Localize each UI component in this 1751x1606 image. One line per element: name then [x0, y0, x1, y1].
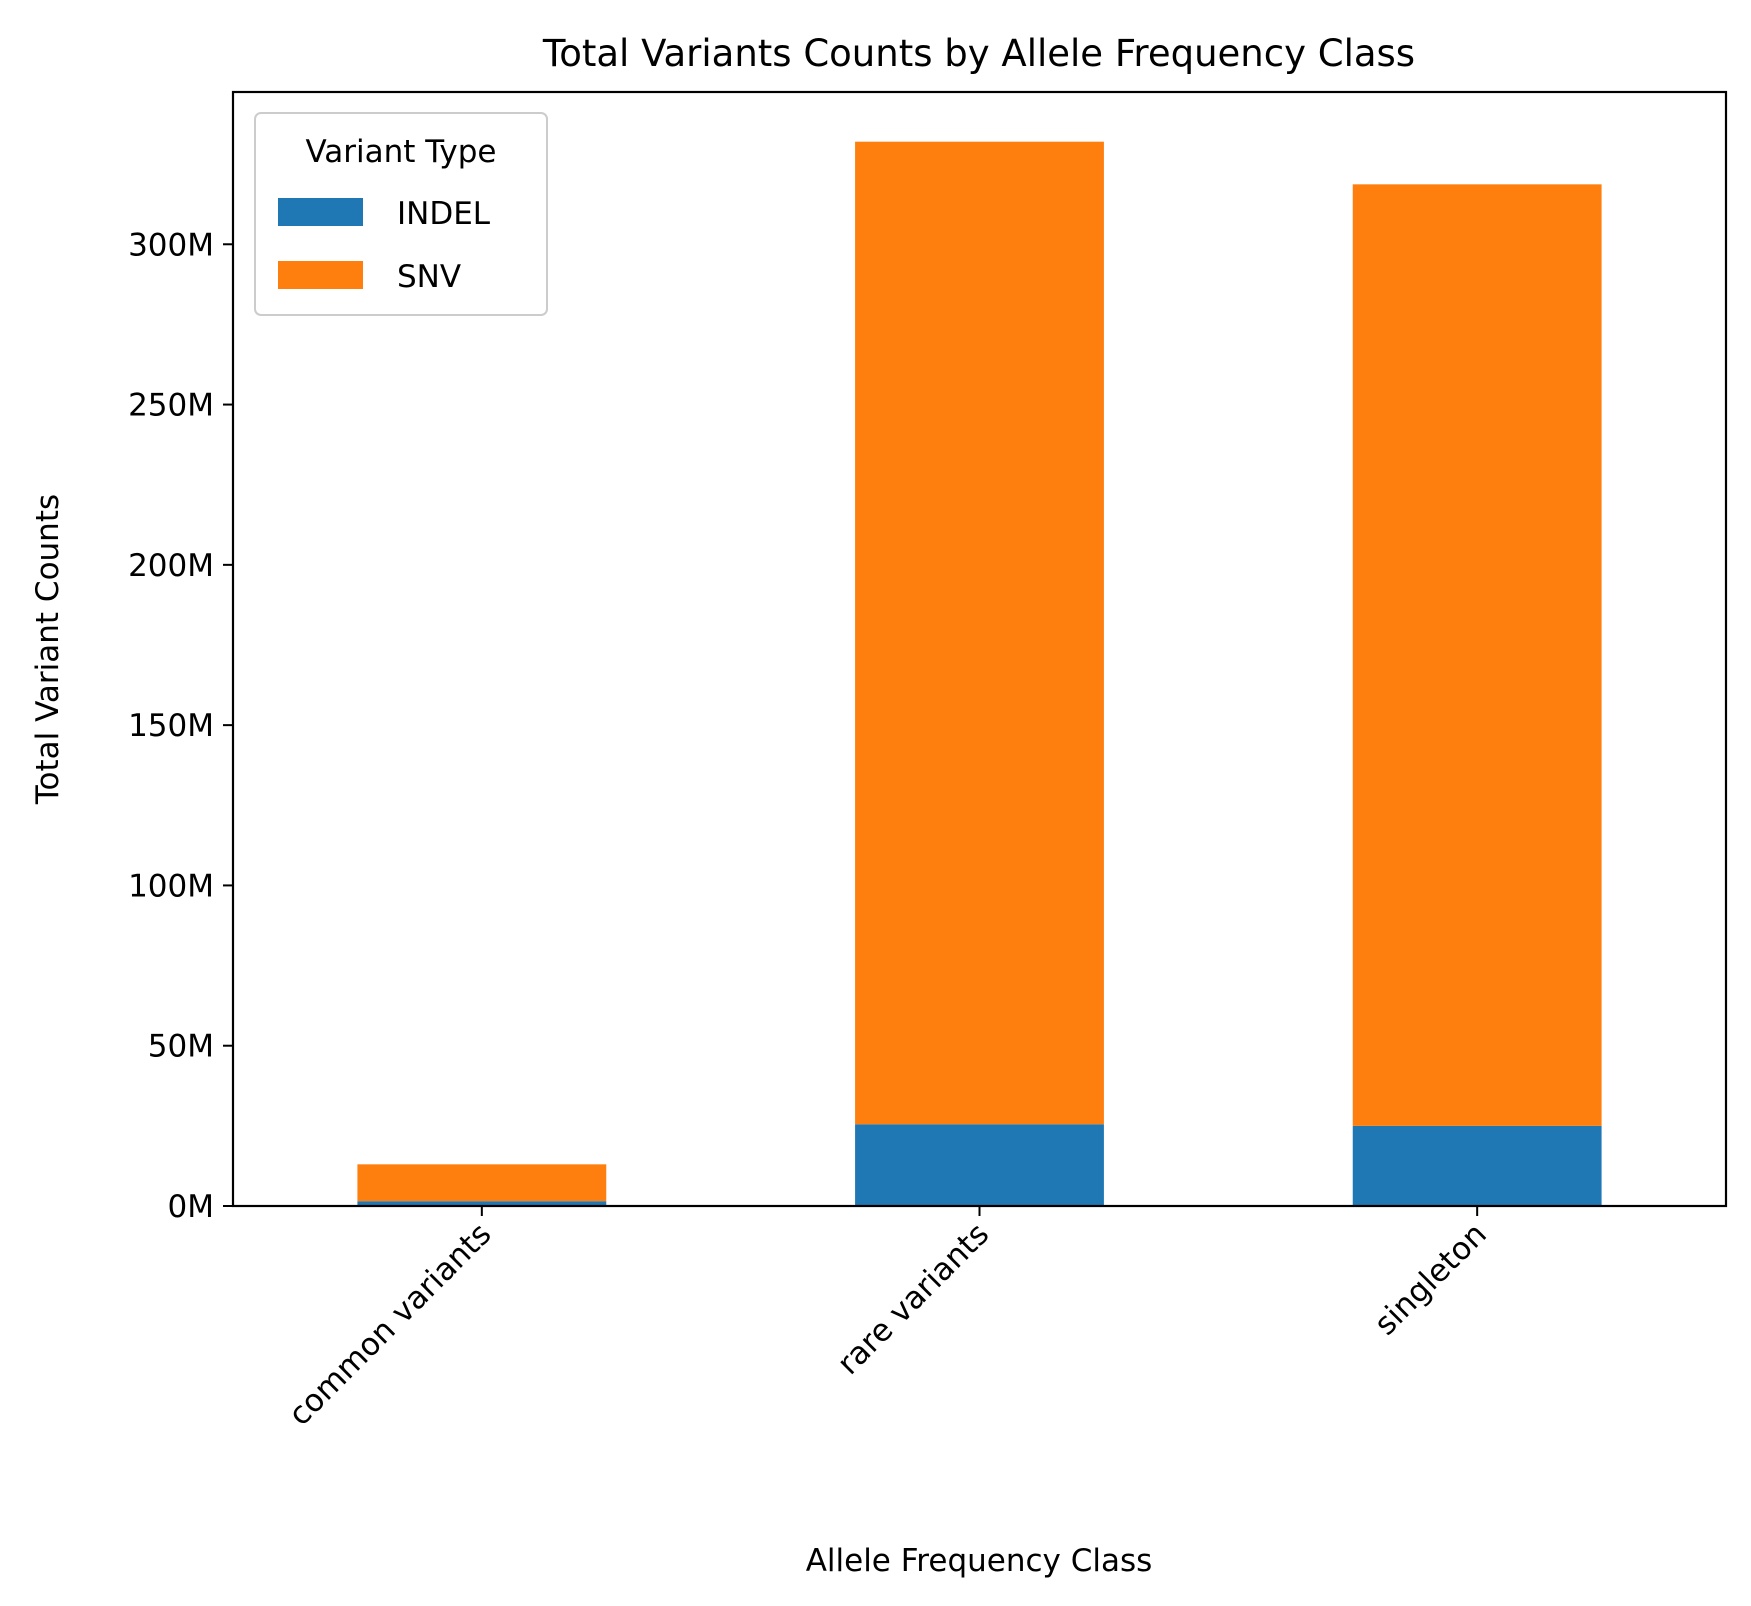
y-axis: 0M 50M 100M 150M 200M 250M 300M: [128, 227, 233, 1225]
legend: Variant Type INDEL SNV: [254, 112, 548, 316]
legend-swatch-snv: [278, 261, 363, 289]
y-tick-label: 0M: [168, 1189, 214, 1225]
bar-indel-1: [357, 1201, 607, 1206]
plot-frame: [231, 90, 1728, 1208]
bar-snv-2: [855, 141, 1104, 1125]
y-tick-label: 150M: [128, 708, 214, 744]
bar-snv-3: [1352, 184, 1602, 1126]
y-tick-label: 100M: [128, 868, 214, 904]
legend-label-snv: SNV: [397, 259, 461, 295]
y-tick-label: 200M: [128, 548, 214, 584]
legend-label-indel: INDEL: [397, 196, 491, 232]
y-tick-label: 250M: [128, 388, 214, 424]
plot-area: [357, 141, 1602, 1206]
bar-indel-2: [855, 1124, 1104, 1206]
x-axis-label: Allele Frequency Class: [806, 1543, 1153, 1579]
legend-swatch-indel: [278, 198, 363, 226]
y-tick-label: 300M: [128, 227, 214, 263]
bar-indel-3: [1352, 1125, 1602, 1206]
y-axis-label: Total Variant Counts: [30, 494, 66, 805]
bar-snv-1: [357, 1164, 607, 1202]
chart-title: Total Variants Counts by Allele Frequenc…: [542, 32, 1415, 75]
y-tick-label: 50M: [148, 1029, 214, 1065]
legend-title: Variant Type: [305, 134, 496, 170]
